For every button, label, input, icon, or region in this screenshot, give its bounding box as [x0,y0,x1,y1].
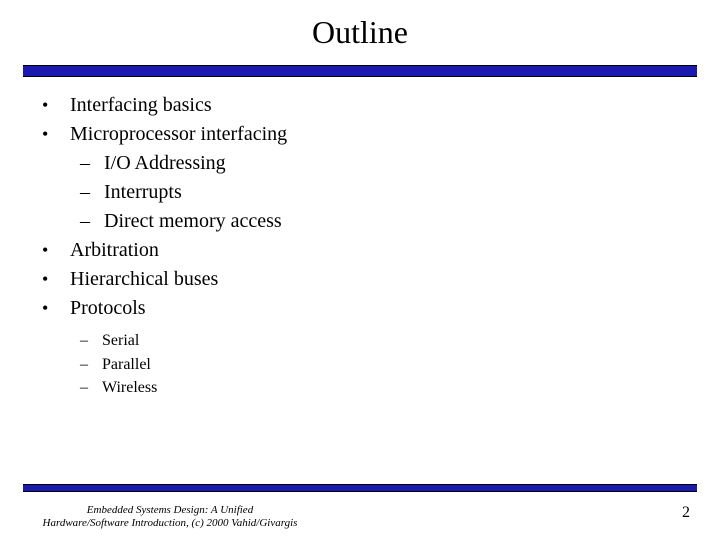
dash-icon: – [80,150,104,177]
dash-icon: – [80,354,102,376]
footer-line-2: Hardware/Software Introduction, (c) 2000… [20,517,320,530]
bullet-text: Interfacing basics [70,92,212,119]
bullet-text: Hierarchical buses [70,266,218,293]
bullet-text: Direct memory access [104,208,282,235]
bullet-text: I/O Addressing [104,150,226,177]
bullet-item: • Protocols [42,295,680,322]
page-number: 2 [682,504,690,522]
slide-title: Outline [0,0,720,57]
bullet-text: Wireless [102,377,157,399]
footer-attribution: Embedded Systems Design: A Unified Hardw… [20,504,320,530]
bullet-item: • Interfacing basics [42,92,680,119]
slide-body: • Interfacing basics • Microprocessor in… [42,92,680,401]
bullet-item: • Arbitration [42,237,680,264]
sub-bullet-item: – I/O Addressing [80,150,680,177]
slide: Outline • Interfacing basics • Microproc… [0,0,720,540]
bullet-text: Microprocessor interfacing [70,121,287,148]
bullet-text: Protocols [70,295,146,322]
footer-line-1: Embedded Systems Design: A Unified [20,504,320,517]
bullet-text: Interrupts [104,179,182,206]
bullet-item: • Hierarchical buses [42,266,680,293]
bullet-text: Arbitration [70,237,159,264]
bullet-text: Parallel [102,354,151,376]
bullet-icon: • [42,267,70,291]
sub-bullet-item: – Interrupts [80,179,680,206]
bullet-icon: • [42,122,70,146]
horizontal-rule-bottom [23,484,697,492]
sub-bullet-item: – Parallel [80,354,680,376]
bullet-icon: • [42,238,70,262]
sub-bullet-item: – Wireless [80,377,680,399]
horizontal-rule-top [23,65,697,77]
slide-footer: Embedded Systems Design: A Unified Hardw… [0,496,720,530]
dash-icon: – [80,330,102,352]
dash-icon: – [80,179,104,206]
dash-icon: – [80,377,102,399]
sub-bullet-item: – Direct memory access [80,208,680,235]
bullet-item: • Microprocessor interfacing [42,121,680,148]
bullet-icon: • [42,296,70,320]
dash-icon: – [80,208,104,235]
sub-bullet-item: – Serial [80,330,680,352]
bullet-text: Serial [102,330,139,352]
bullet-icon: • [42,93,70,117]
